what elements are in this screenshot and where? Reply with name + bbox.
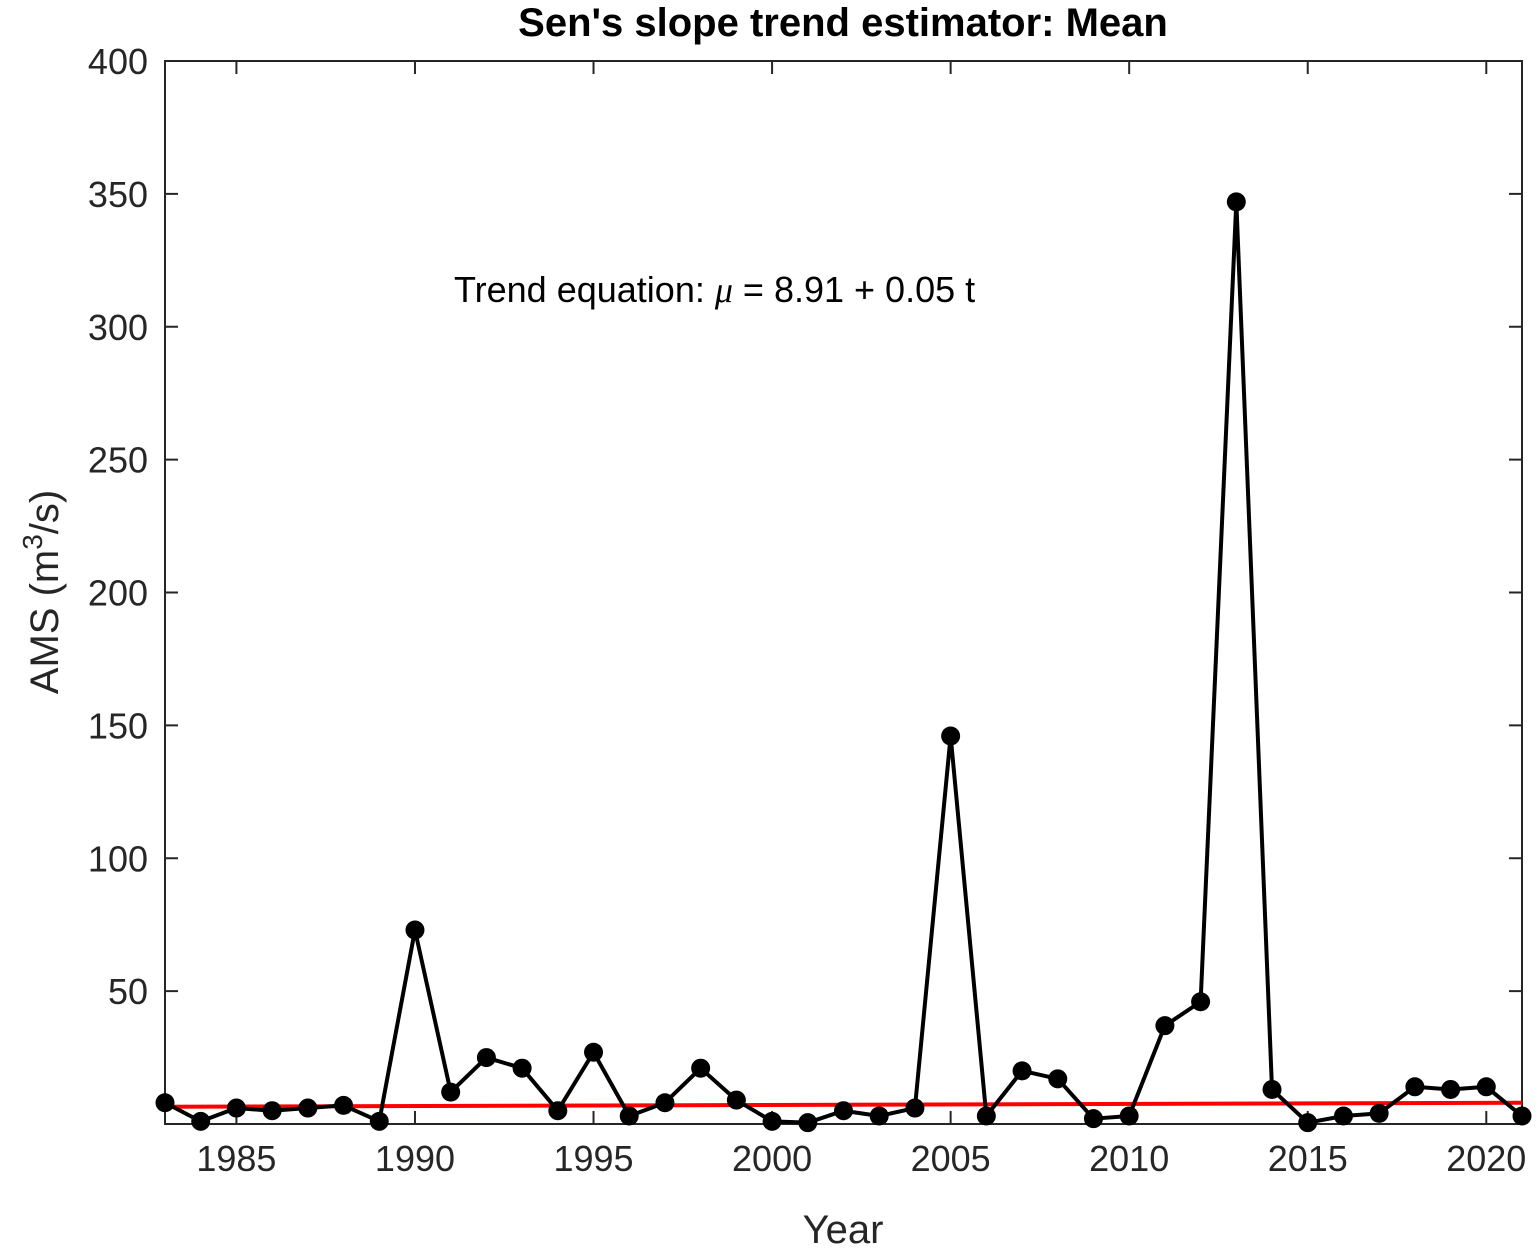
data-point (298, 1098, 318, 1118)
data-point (1441, 1079, 1461, 1099)
x-tick-label: 2000 (732, 1138, 812, 1179)
data-point (476, 1048, 496, 1068)
data-point (1048, 1069, 1068, 1089)
data-point (191, 1111, 211, 1131)
data-point (1083, 1109, 1103, 1129)
data-point (548, 1101, 568, 1121)
data-point (1119, 1106, 1139, 1126)
x-tick-label: 2005 (911, 1138, 991, 1179)
data-point (1012, 1061, 1032, 1081)
data-point (941, 726, 961, 746)
data-point (1512, 1106, 1532, 1126)
data-point (262, 1101, 282, 1121)
data-point (905, 1098, 925, 1118)
x-tick-label: 2010 (1089, 1138, 1169, 1179)
data-point (369, 1111, 389, 1131)
x-tick-label: 1985 (196, 1138, 276, 1179)
data-point (1333, 1106, 1353, 1126)
y-tick-label: 250 (88, 440, 148, 481)
y-axis-label: AMS (m3/s) (17, 490, 67, 694)
tick-labels: 1985 1990 1995 2000 2005 2010 2015 2020 50 100 150… (88, 41, 1526, 1179)
data-point (1226, 192, 1246, 212)
y-axis-label-main: AMS (m (23, 550, 67, 694)
data-point (691, 1058, 711, 1078)
annotation-symbol: μ (714, 270, 733, 310)
x-tick-label: 2020 (1446, 1138, 1526, 1179)
data-point (655, 1093, 675, 1113)
data-point (155, 1093, 175, 1113)
y-tick-label: 400 (88, 41, 148, 82)
y-tick-label: 300 (88, 307, 148, 348)
data-point (1405, 1077, 1425, 1097)
data-point (512, 1058, 532, 1078)
data-point (1191, 992, 1211, 1012)
data-point (334, 1095, 354, 1115)
data-point (1298, 1113, 1318, 1133)
x-tick-label: 1995 (553, 1138, 633, 1179)
y-tick-label: 100 (88, 838, 148, 879)
data-point (584, 1042, 604, 1062)
annotation-prefix: Trend equation: (454, 269, 715, 310)
x-tick-label: 1990 (375, 1138, 455, 1179)
data-point (1155, 1016, 1175, 1036)
data-point (441, 1082, 461, 1102)
data-point (834, 1101, 853, 1121)
plot-area (164, 60, 1523, 1125)
y-tick-label: 350 (88, 174, 148, 215)
data-point (869, 1106, 889, 1126)
series-layer (155, 192, 1532, 1133)
y-tick-label: 50 (108, 971, 148, 1012)
annotation-equation: = 8.91 + 0.05 t (733, 269, 975, 310)
data-point (1262, 1079, 1282, 1099)
data-point (798, 1113, 818, 1133)
y-tick-label: 150 (88, 705, 148, 746)
data-point (619, 1106, 639, 1126)
data-point (226, 1098, 246, 1118)
data-point (1369, 1103, 1389, 1123)
y-axis-label-superscript: 3 (17, 534, 48, 550)
x-tick-label: 2015 (1268, 1138, 1348, 1179)
trend-equation-annotation: Trend equation: μ = 8.91 + 0.05 t (454, 269, 975, 310)
data-point (1476, 1077, 1496, 1097)
data-point (762, 1111, 782, 1131)
data-point (726, 1090, 746, 1110)
x-axis-label: Year (803, 1208, 884, 1252)
data-point (405, 920, 425, 940)
data-point (976, 1106, 996, 1126)
y-axis-label-suffix: /s) (23, 490, 67, 534)
chart-title: Sen's slope trend estimator: Mean (518, 1, 1168, 45)
y-tick-label: 200 (88, 573, 148, 614)
